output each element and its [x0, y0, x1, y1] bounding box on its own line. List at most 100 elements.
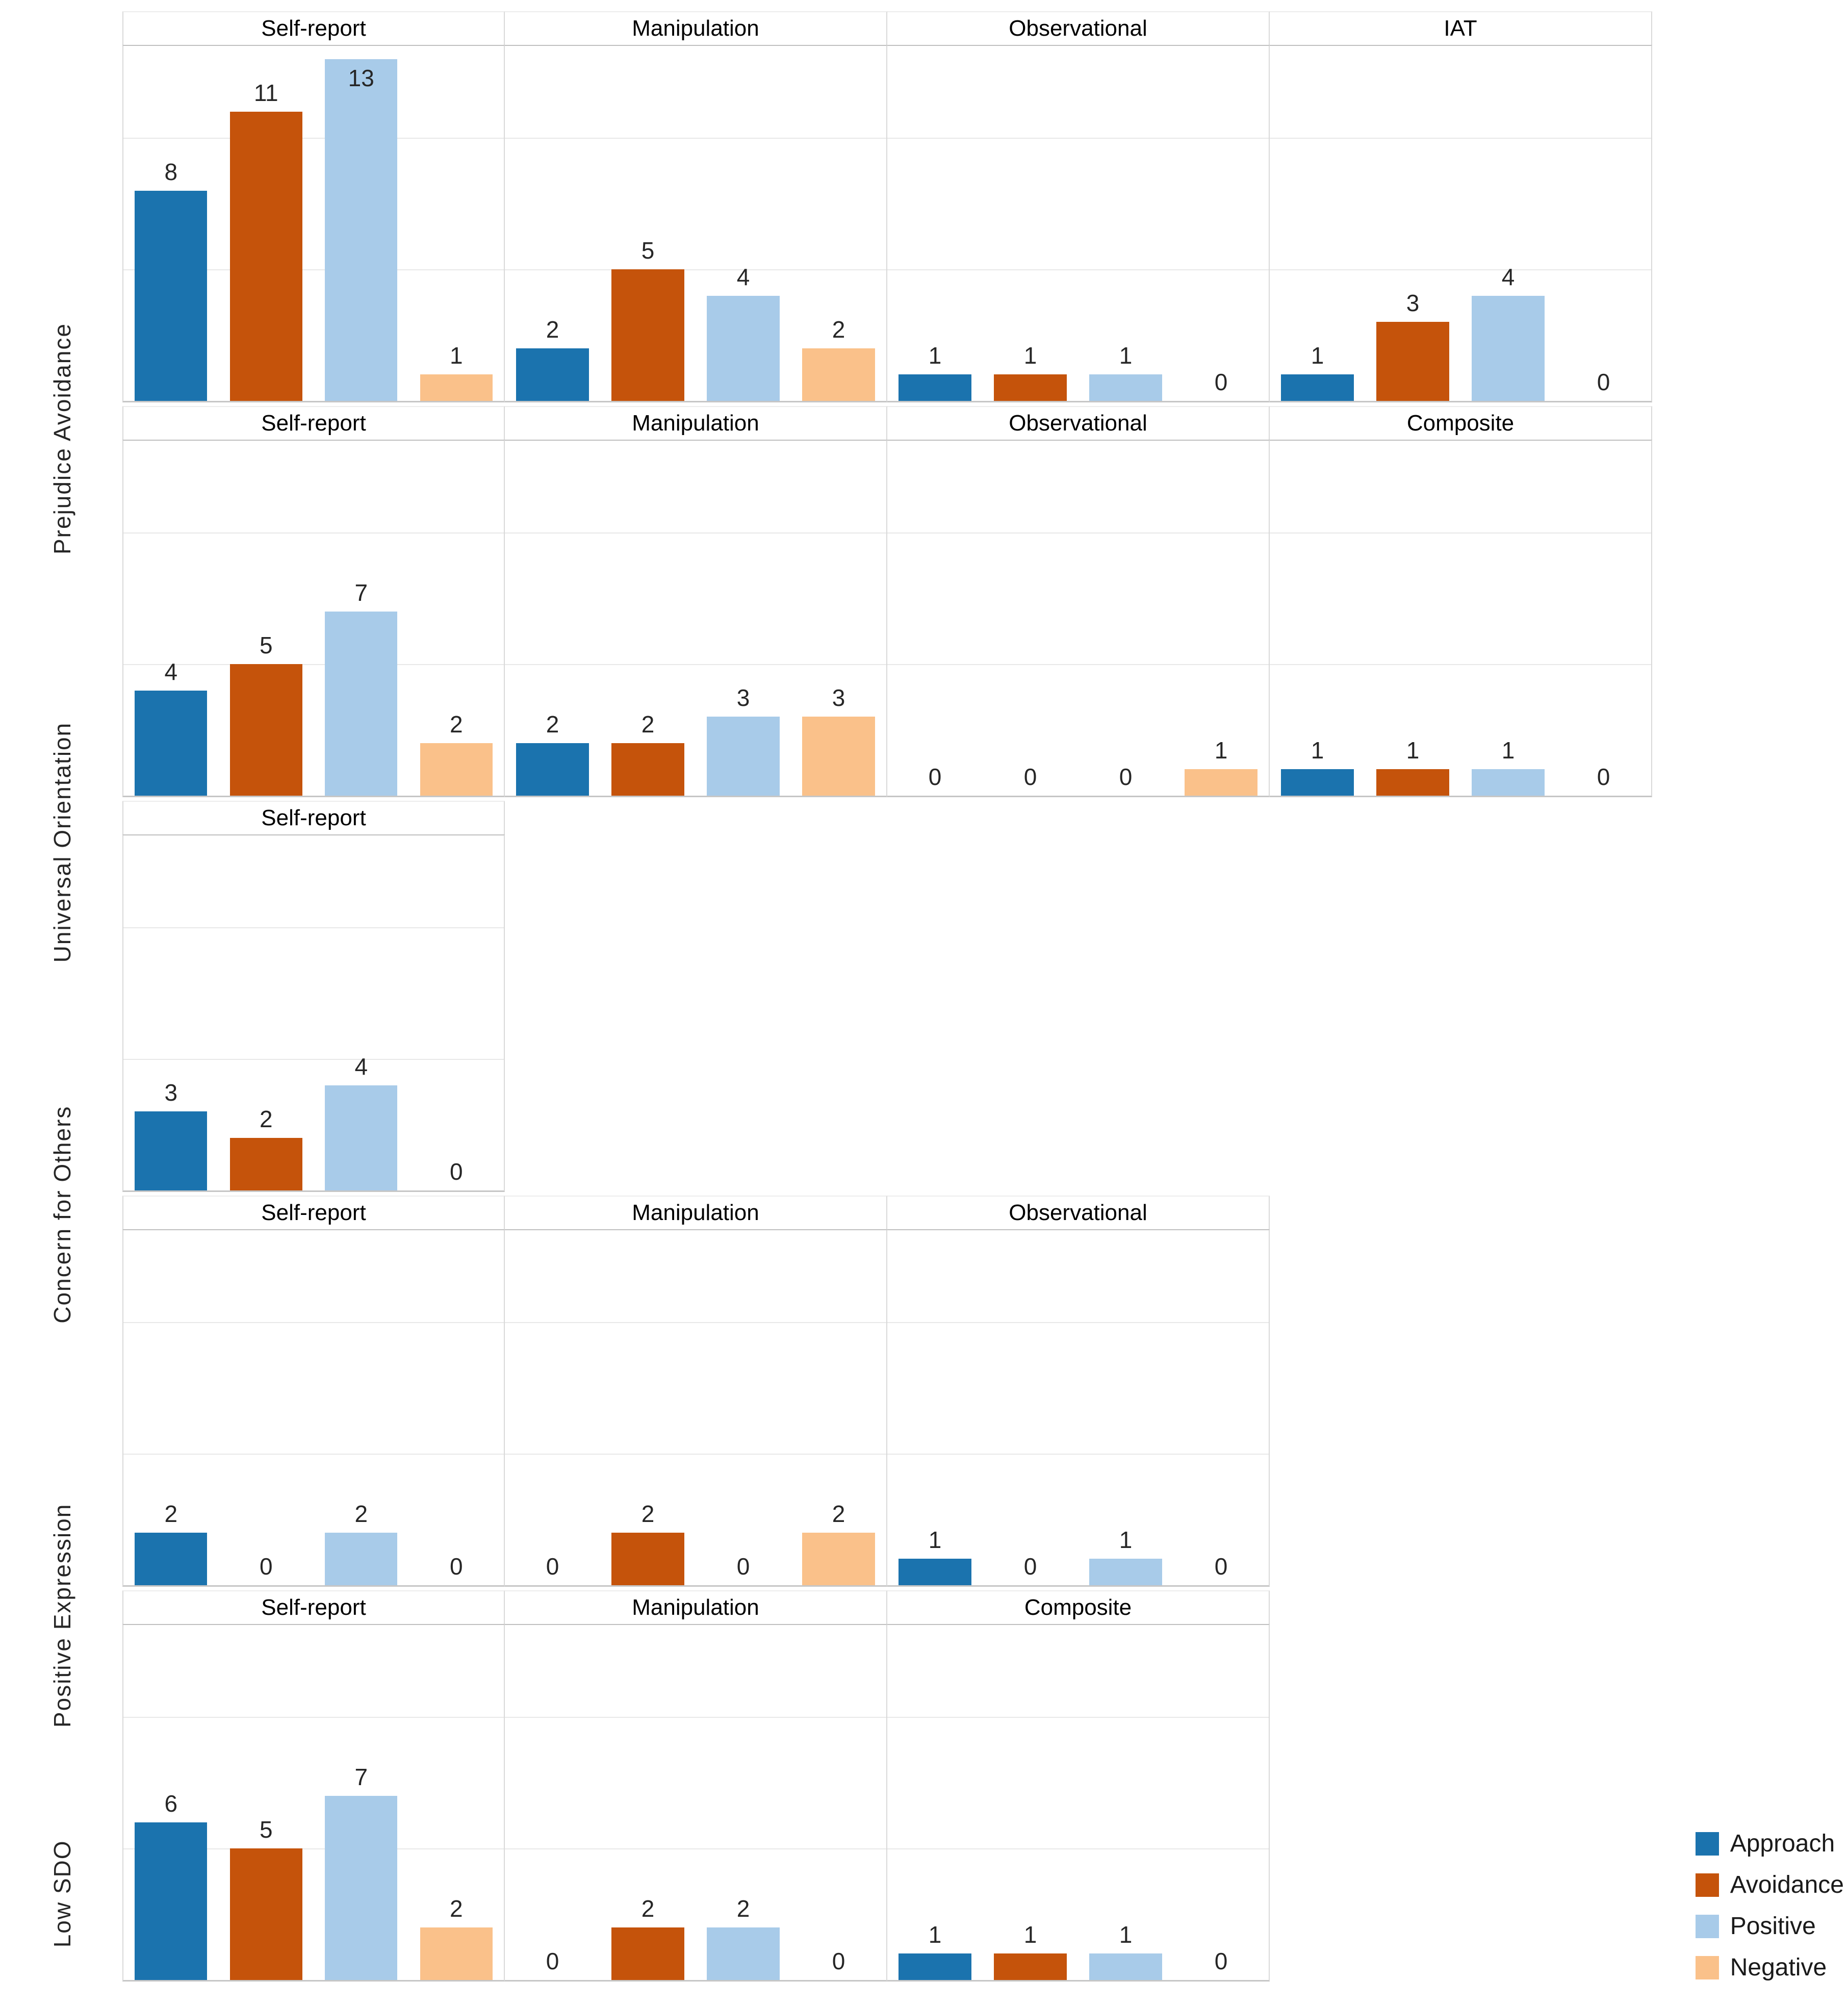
- bar: [802, 348, 875, 401]
- bar: [899, 1953, 971, 1980]
- bar-slot: 2: [123, 1230, 219, 1585]
- bar: [1089, 1559, 1162, 1585]
- bar-slot: 2: [219, 835, 314, 1190]
- bar-slot: 4: [696, 46, 791, 401]
- bar-value-label: 5: [259, 632, 273, 659]
- bar-slot: 0: [791, 1625, 886, 1980]
- facet: Self-report 6 5 7 2: [122, 1590, 505, 1982]
- legend-swatch-approach-icon: [1695, 1832, 1719, 1856]
- bar-slot: 11: [219, 46, 314, 401]
- bar-value-label: 8: [164, 158, 178, 185]
- bar-slot: 6: [123, 1625, 219, 1980]
- legend-label: Avoidance: [1730, 1871, 1844, 1898]
- bar-slot: 7: [314, 1625, 409, 1980]
- facet-panel: 0 2 0 2: [505, 1229, 887, 1587]
- bar: [994, 374, 1067, 401]
- facet-panel: 2 5 4 2: [505, 45, 887, 402]
- facet-title: Composite: [1270, 406, 1652, 440]
- bar-value-label: 11: [253, 79, 278, 106]
- gridline: [1270, 664, 1651, 666]
- bar-slot: 13: [314, 46, 409, 401]
- legend-label: Approach: [1730, 1830, 1835, 1857]
- bar-value-label: 1: [1311, 342, 1324, 369]
- bar-value-label: 0: [259, 1553, 273, 1580]
- bar-value-label: 13: [348, 64, 374, 91]
- bar-value-label: 0: [928, 764, 942, 790]
- bar-slot: 5: [219, 1625, 314, 1980]
- gridline: [505, 1454, 886, 1455]
- gridline: [887, 1848, 1269, 1850]
- bar-value-label: 1: [1214, 737, 1228, 764]
- facet-title: Observational: [887, 11, 1270, 45]
- bar-slot: 1: [887, 46, 983, 401]
- gridline: [123, 1322, 504, 1324]
- bar-slot: 1: [1270, 46, 1365, 401]
- gridline: [1270, 532, 1651, 534]
- bar: [229, 1848, 302, 1980]
- bar: [229, 111, 302, 401]
- row-label-gutter: Prejudice Avoidance: [0, 11, 122, 554]
- bar: [135, 690, 208, 796]
- bar-value-label: 4: [736, 263, 750, 290]
- facet-title: IAT: [1270, 11, 1652, 45]
- facet: Manipulation 2 2 3 3: [505, 406, 887, 797]
- facet-panel: 4 5 7 2: [122, 440, 505, 797]
- bar-slot: 2: [696, 1625, 791, 1980]
- bar-value-label: 0: [1597, 764, 1610, 790]
- gridline: [887, 1454, 1269, 1455]
- bar: [707, 717, 780, 796]
- gridline: [123, 927, 504, 929]
- legend-swatch-positive-icon: [1695, 1914, 1719, 1938]
- bar-value-label: 3: [1406, 290, 1420, 317]
- row-label-gutter: Positive Expression: [0, 1196, 122, 1727]
- facet-panel: 6 5 7 2: [122, 1624, 505, 1982]
- bar-slot: 2: [505, 46, 600, 401]
- row-label: Low SDO: [49, 1839, 75, 1947]
- gridline: [123, 1717, 504, 1718]
- facet-panel: 1 0 1 0: [887, 1229, 1270, 1587]
- bar-slot: 1: [1173, 441, 1269, 796]
- bar-value-label: 1: [928, 342, 942, 369]
- bar: [135, 1822, 208, 1980]
- gridline: [123, 269, 504, 271]
- bar: [611, 743, 684, 796]
- facet: IAT 1 3 4 0: [1270, 11, 1652, 402]
- bar-value-label: 3: [832, 684, 845, 712]
- bar-slot: 0: [983, 1230, 1078, 1585]
- bar-value-label: 0: [1214, 369, 1228, 395]
- bar-value-label: 1: [449, 342, 463, 369]
- bar-value-label: 4: [354, 1053, 368, 1080]
- bar-value-label: 0: [546, 1948, 559, 1974]
- bar-value-label: 1: [1406, 737, 1420, 764]
- bar-value-label: 7: [354, 579, 368, 606]
- bar-value-label: 2: [546, 710, 559, 738]
- bar: [1472, 769, 1545, 796]
- bar-value-label: 3: [164, 1079, 178, 1106]
- bar-slot: 0: [1556, 441, 1651, 796]
- bar-value-label: 2: [641, 1500, 655, 1527]
- gridline: [123, 138, 504, 139]
- bar-value-label: 0: [1597, 369, 1610, 395]
- bar: [1472, 295, 1545, 401]
- gridline: [887, 1322, 1269, 1324]
- bar-slot: 2: [791, 46, 886, 401]
- bar: [802, 1532, 875, 1585]
- facet-group: Self-report 8 11 13 1 Manipulation 2 5 4 2 Observa…: [122, 11, 1652, 402]
- bar-slot: 0: [696, 1230, 791, 1585]
- bar-slot: 3: [696, 441, 791, 796]
- bar-slot: 1: [1078, 1230, 1173, 1585]
- facet-title: Observational: [887, 406, 1270, 440]
- facet-title: Self-report: [122, 11, 505, 45]
- facet: Manipulation 2 5 4 2: [505, 11, 887, 402]
- chart-row: Prejudice Avoidance Self-report 8 11 13 1 Mani…: [0, 11, 1652, 554]
- legend-entry: Avoidance: [1695, 1871, 1844, 1899]
- legend-label: Positive: [1730, 1913, 1816, 1940]
- gridline: [1270, 269, 1651, 271]
- bar: [899, 374, 971, 401]
- facet: Manipulation 0 2 2 0: [505, 1590, 887, 1982]
- facet: Self-report 4 5 7 2: [122, 406, 505, 797]
- facet-title: Manipulation: [505, 1590, 887, 1624]
- bar: [420, 374, 493, 401]
- facet: Observational 1 1 1 0: [887, 11, 1270, 402]
